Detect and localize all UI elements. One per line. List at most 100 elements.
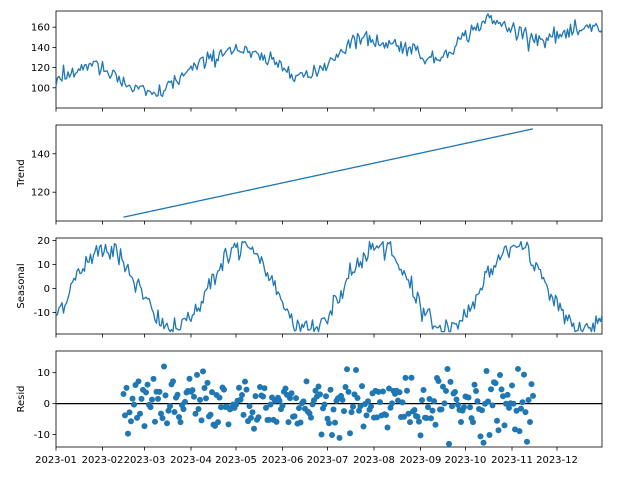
observed-ytick-label: 140 (31, 43, 50, 54)
x-tick-label: 2023-12 (536, 455, 578, 466)
resid-point (495, 427, 502, 434)
resid-point (498, 386, 505, 393)
resid-point (443, 387, 449, 394)
resid-point (252, 393, 259, 400)
resid-point (203, 395, 209, 402)
x-tick-label: 2023-03 (124, 455, 166, 466)
resid-point (429, 407, 436, 414)
resid-point (368, 403, 374, 410)
resid-ylabel: Resid (16, 386, 27, 413)
resid-point (374, 414, 380, 421)
observed-ytick-label: 160 (31, 23, 50, 34)
resid-point (428, 415, 434, 422)
resid-point (411, 406, 418, 413)
resid-point (345, 388, 352, 395)
seasonal-line (55, 240, 603, 333)
resid-point (216, 394, 223, 401)
resid-point (389, 400, 395, 407)
resid-point (165, 407, 172, 414)
resid-point (177, 419, 184, 426)
resid-point (483, 368, 490, 375)
resid-point (125, 430, 131, 437)
resid-point (257, 383, 263, 390)
x-tick-label: 2023-08 (353, 455, 395, 466)
observed-ytick-label: 100 (31, 83, 50, 94)
resid-point (480, 439, 487, 446)
resid-point (192, 410, 199, 417)
observed-panel: 100 120 140 160 (31, 10, 603, 112)
resid-point (455, 401, 461, 408)
resid-point (471, 381, 478, 388)
resid-point (416, 418, 422, 425)
resid-point (315, 383, 322, 390)
resid-point (285, 419, 292, 426)
resid-point (504, 391, 511, 398)
observed-frame (55, 10, 603, 109)
resid-point (164, 420, 170, 427)
resid-point (293, 395, 299, 402)
resid-point (282, 385, 289, 392)
x-tick-label: 2023-10 (445, 455, 487, 466)
resid-point (149, 396, 155, 403)
resid-point (363, 412, 370, 419)
resid-point (263, 404, 269, 411)
resid-point (189, 387, 196, 394)
resid-point (360, 423, 367, 430)
resid-point (201, 385, 208, 391)
resid-frame (55, 350, 603, 448)
seasonal-ytick-label: 10 (37, 260, 50, 271)
resid-point (512, 426, 518, 433)
resid-point (521, 371, 527, 378)
resid-point (474, 398, 481, 405)
resid-point (449, 403, 455, 410)
resid-point (356, 407, 362, 414)
resid-point (425, 404, 431, 411)
seasonal-frame (55, 237, 603, 335)
resid-point (467, 404, 473, 411)
resid-point (485, 398, 491, 405)
resid-point (375, 388, 382, 395)
resid-point (479, 407, 485, 414)
resid-point (248, 414, 254, 421)
trend-ytick-label: 120 (31, 188, 50, 199)
x-tick-label: 2023-09 (400, 455, 442, 466)
trend-panel: 120 140 Trend (16, 124, 603, 225)
resid-point (473, 387, 479, 394)
resid-point (384, 424, 391, 431)
resid-point (500, 393, 506, 400)
resid-point (477, 433, 484, 440)
resid-point (348, 409, 355, 416)
resid-point (215, 419, 221, 426)
seasonal-ytick-label: -10 (34, 308, 50, 319)
trend-ylabel: Trend (16, 159, 27, 187)
resid-point (198, 417, 205, 424)
resid-point (525, 396, 532, 403)
resid-point (395, 397, 401, 404)
resid-ytick-label: -10 (34, 430, 50, 441)
resid-point (287, 395, 293, 402)
resid-point (312, 387, 319, 394)
resid-point (308, 414, 314, 421)
resid-point (261, 385, 268, 392)
resid-point (342, 383, 349, 390)
resid-point (513, 407, 520, 414)
resid-point (141, 423, 148, 430)
resid-point (506, 404, 512, 411)
resid-point (332, 419, 338, 426)
resid-point (530, 392, 536, 399)
resid-point (365, 398, 371, 405)
observed-ytick-label: 120 (31, 63, 50, 74)
resid-point (218, 404, 224, 411)
trend-ytick-label: 140 (31, 149, 50, 160)
resid-point (524, 438, 530, 445)
resid-point (237, 396, 244, 403)
resid-point (501, 422, 508, 429)
resid-point (404, 387, 410, 394)
resid-point (209, 389, 215, 396)
resid-point (527, 419, 533, 426)
resid-point (156, 388, 163, 395)
resid-point (120, 391, 127, 398)
resid-point (458, 419, 464, 426)
resid-point (492, 380, 499, 387)
